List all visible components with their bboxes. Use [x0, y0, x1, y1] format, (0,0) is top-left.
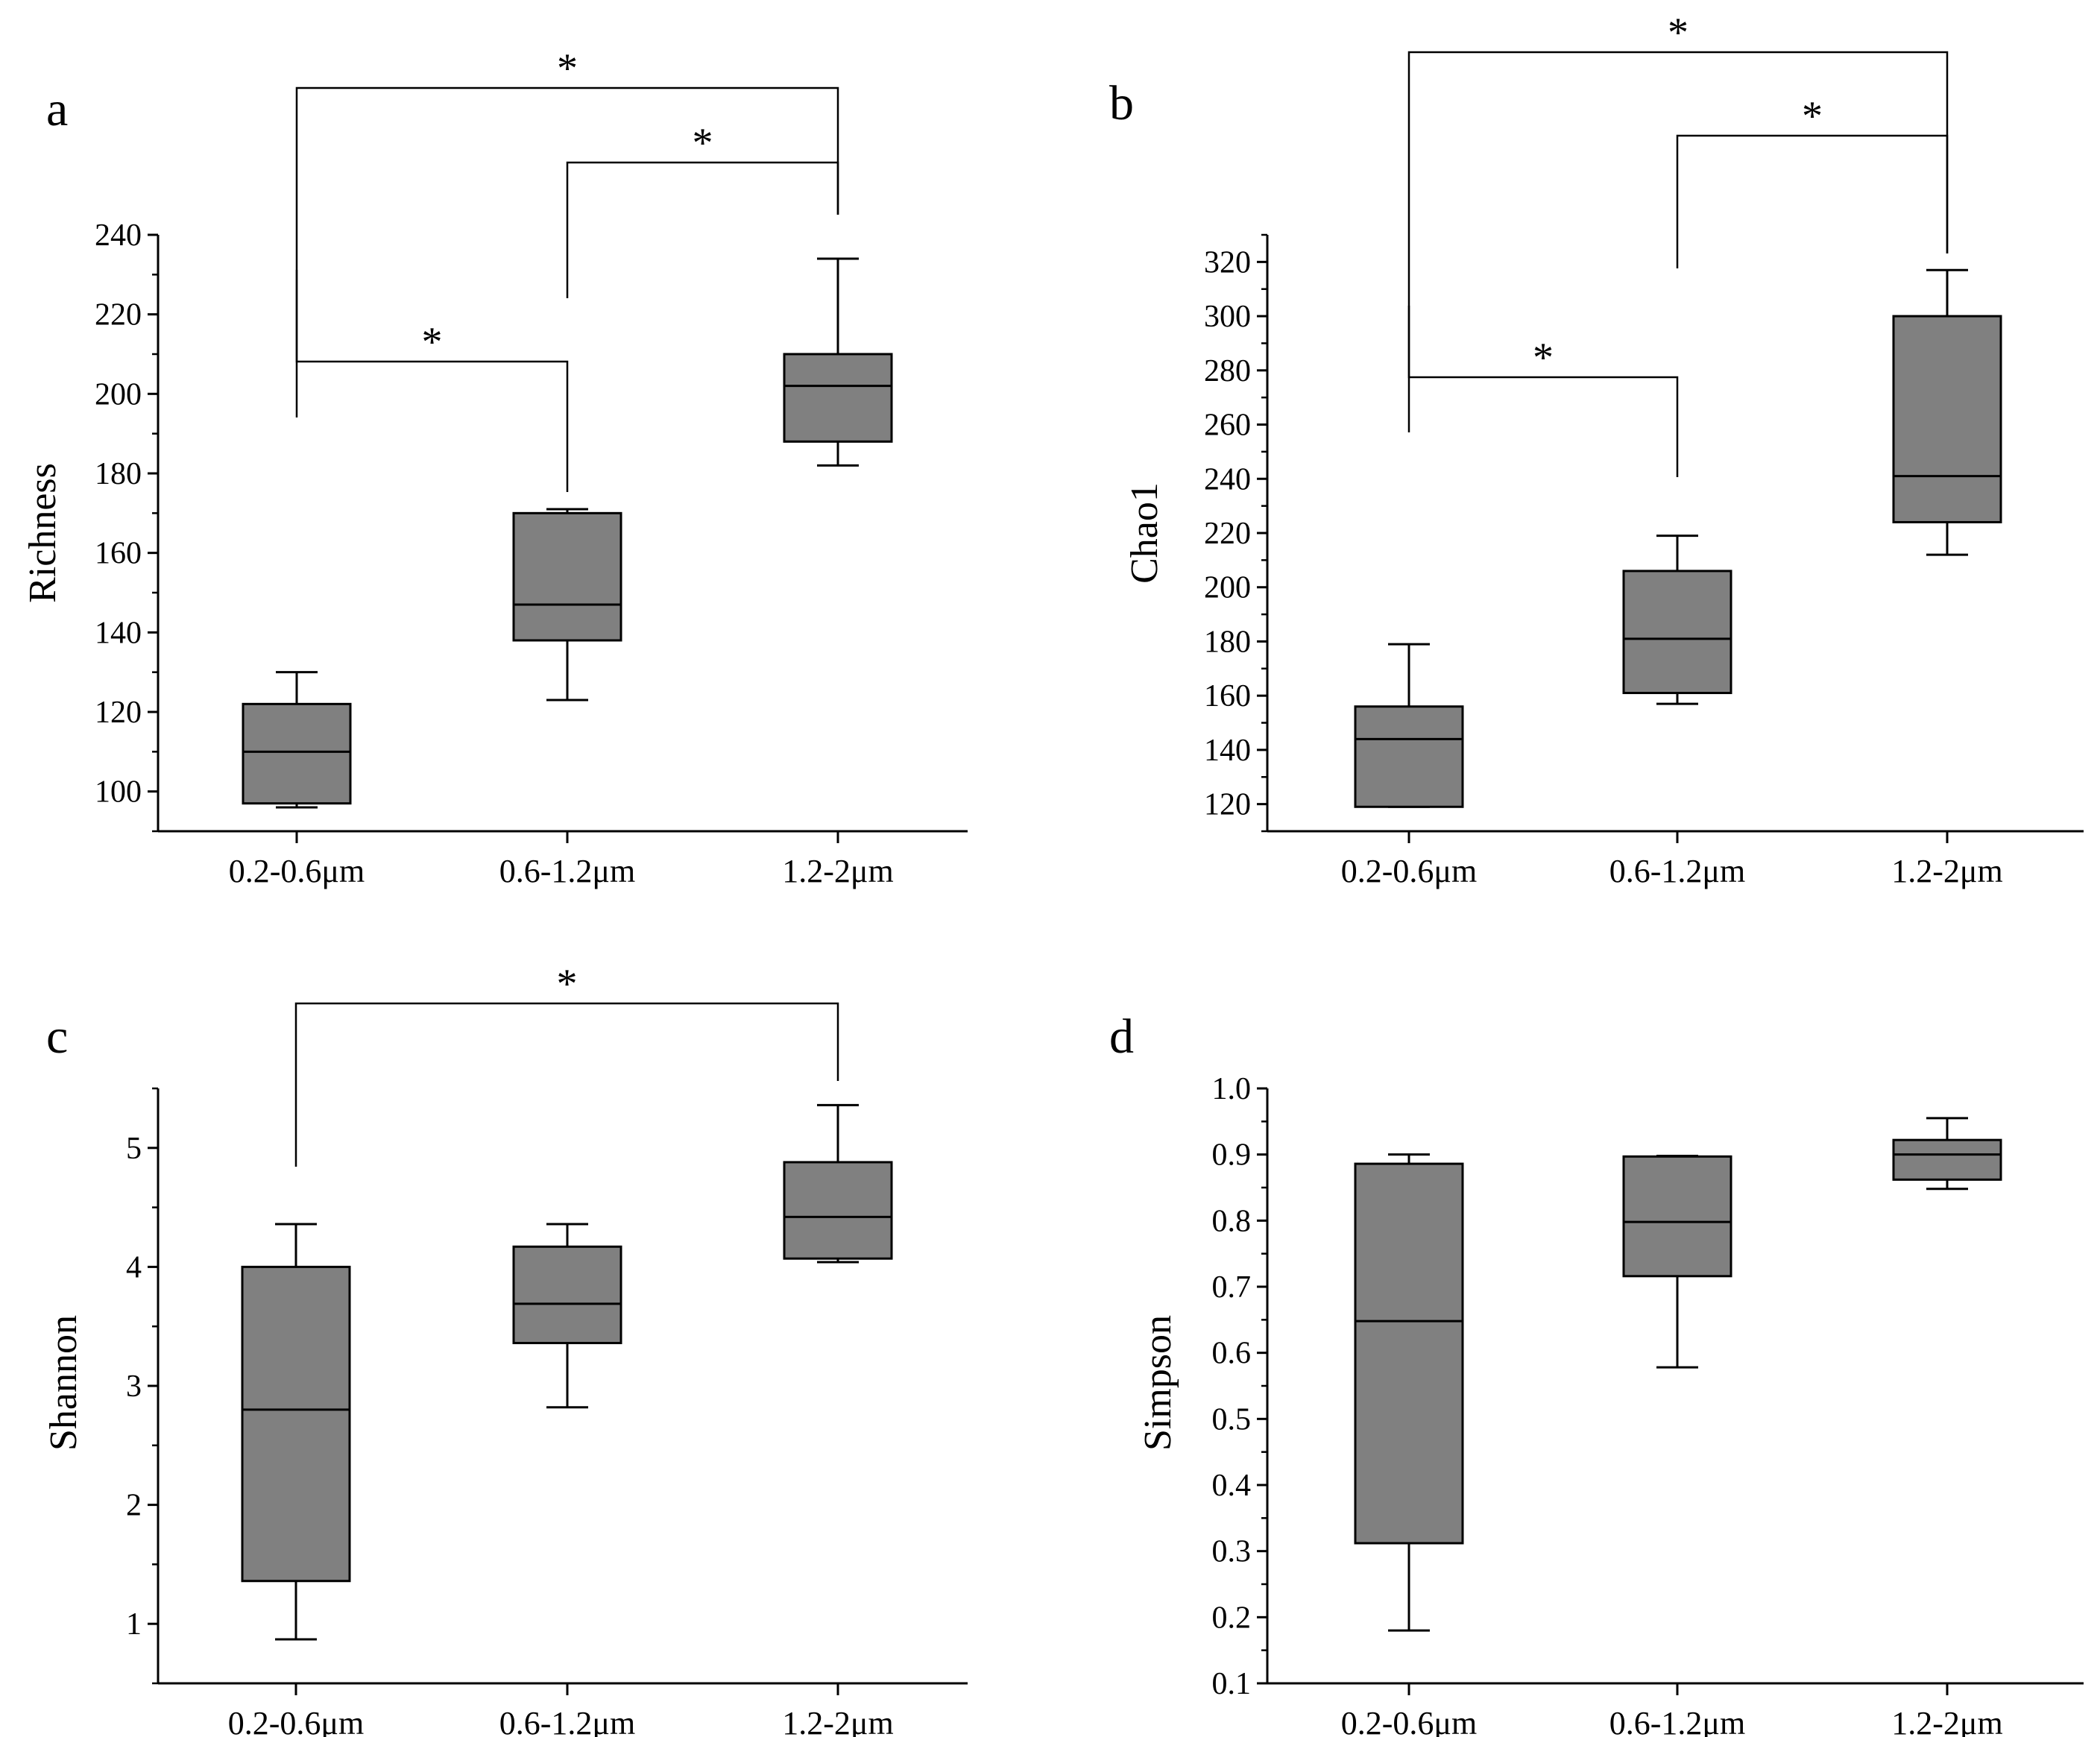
panel-letter: b — [1109, 76, 1134, 130]
significance-star: * — [1802, 93, 1823, 139]
y-tick-label: 1.0 — [1212, 1072, 1252, 1106]
y-tick-label: 120 — [1204, 788, 1251, 822]
x-tick-label: 1.2-2μm — [1891, 1705, 2002, 1737]
significance-bracket — [566, 161, 839, 298]
x-tick-label: 0.2-0.6μm — [229, 853, 365, 889]
x-tick-label: 1.2-2μm — [782, 1705, 893, 1737]
box — [1892, 1138, 2002, 1181]
significance-star: * — [422, 319, 443, 365]
y-tick-label: 5 — [126, 1132, 142, 1166]
x-tick-label: 0.2-0.6μm — [1341, 1705, 1477, 1737]
panel-c-shannon: c Shannon 1 2 3 4 5 0.2-0.6μm 0.6-1.2μm 1.2-2μm… — [42, 961, 968, 1737]
box — [242, 702, 352, 805]
y-tick-label: 4 — [126, 1250, 142, 1284]
x-tick-label: 1.2-2μm — [1891, 853, 2002, 889]
y-tick-label: 200 — [95, 377, 142, 412]
plot-marks: 0.1 0.2 0.3 0.4 0.5 0.6 0.7 0.8 0.9 1.0 0.2-0.6μm 0… — [1212, 1072, 2084, 1737]
y-tick-label: 140 — [95, 616, 142, 650]
y-tick-label: 140 — [1204, 734, 1251, 768]
y-axis-label: Richness — [22, 463, 64, 603]
significance-star: * — [557, 961, 578, 1007]
y-tick-label: 0.3 — [1212, 1535, 1252, 1569]
y-tick-label: 0.1 — [1212, 1667, 1252, 1701]
x-tick-label: 0.6-1.2μm — [1609, 853, 1745, 889]
box — [1892, 315, 2002, 523]
box — [1622, 570, 1732, 695]
significance-bracket — [295, 270, 569, 492]
box — [783, 1161, 893, 1260]
y-axis-label: Chao1 — [1123, 482, 1166, 584]
y-tick-label: 180 — [1204, 625, 1251, 659]
significance-bracket — [1407, 306, 1679, 477]
y-tick-label: 100 — [95, 775, 142, 810]
panel-letter: a — [46, 82, 68, 136]
y-axis-label: Shannon — [42, 1315, 85, 1451]
panel-a-richness: a Richness 100 120 140 160 180 200 220 240 0.2-0… — [22, 45, 968, 889]
x-tick-label: 0.6-1.2μm — [499, 853, 635, 889]
panel-letter: c — [46, 1009, 68, 1064]
box — [1354, 705, 1464, 808]
significance-star: * — [1533, 335, 1554, 381]
x-tick-label: 0.2-0.6μm — [228, 1705, 364, 1737]
y-tick-label: 220 — [1204, 517, 1251, 551]
y-tick-label: 3 — [126, 1369, 142, 1404]
y-tick-label: 280 — [1204, 354, 1251, 388]
y-tick-label: 0.5 — [1212, 1402, 1252, 1437]
significance-star: * — [693, 120, 713, 166]
plot-marks: 120 140 160 180 200 220 240 260 280 300 320 0.2-0.6… — [1204, 10, 2084, 889]
box — [512, 511, 622, 642]
significance-star: * — [557, 45, 578, 92]
y-tick-label: 240 — [95, 218, 142, 253]
x-tick-label: 0.6-1.2μm — [1609, 1705, 1745, 1737]
y-tick-label: 0.9 — [1212, 1138, 1252, 1173]
box — [1354, 1162, 1464, 1545]
y-tick-label: 0.4 — [1212, 1469, 1252, 1503]
x-tick-label: 0.2-0.6μm — [1341, 853, 1477, 889]
panel-letter: d — [1109, 1009, 1134, 1064]
x-tick-label: 1.2-2μm — [782, 853, 893, 889]
y-tick-label: 240 — [1204, 462, 1251, 496]
y-tick-label: 120 — [95, 696, 142, 730]
y-tick-label: 0.8 — [1212, 1204, 1252, 1238]
y-tick-label: 300 — [1204, 300, 1251, 334]
significance-star: * — [1668, 10, 1688, 56]
box — [783, 353, 893, 443]
panel-b-chao1: b Chao1 120 140 160 180 200 220 240 260 280 300 32… — [1109, 10, 2084, 889]
significance-bracket — [1676, 134, 1949, 268]
y-tick-label: 1 — [126, 1607, 142, 1642]
box — [512, 1245, 622, 1345]
y-tick-label: 160 — [1204, 679, 1251, 713]
y-tick-label: 2 — [126, 1489, 142, 1523]
significance-bracket — [295, 86, 839, 417]
box — [241, 1265, 351, 1583]
y-axis-label: Simpson — [1137, 1315, 1179, 1451]
significance-bracket — [294, 1002, 839, 1167]
y-tick-label: 180 — [95, 457, 142, 491]
y-tick-label: 320 — [1204, 245, 1251, 280]
y-tick-label: 0.6 — [1212, 1337, 1252, 1371]
y-tick-label: 260 — [1204, 409, 1251, 443]
y-tick-label: 220 — [95, 298, 142, 332]
panel-d-simpson: d Simpson 0.1 0.2 0.3 0.4 0.5 0.6 0.7 0.8 0.9 1.0… — [1109, 1009, 2084, 1737]
y-tick-label: 0.7 — [1212, 1270, 1252, 1305]
y-tick-label: 160 — [95, 537, 142, 571]
box — [1622, 1155, 1732, 1278]
plot-marks: 1 2 3 4 5 0.2-0.6μm 0.6-1.2μm 1.2-2μm * — [126, 961, 968, 1737]
plot-marks: 100 120 140 160 180 200 220 240 0.2-0.6μm 0.6-1.2… — [95, 45, 968, 889]
y-tick-label: 200 — [1204, 571, 1251, 605]
y-tick-label: 0.2 — [1212, 1601, 1252, 1635]
x-tick-label: 0.6-1.2μm — [499, 1705, 635, 1737]
